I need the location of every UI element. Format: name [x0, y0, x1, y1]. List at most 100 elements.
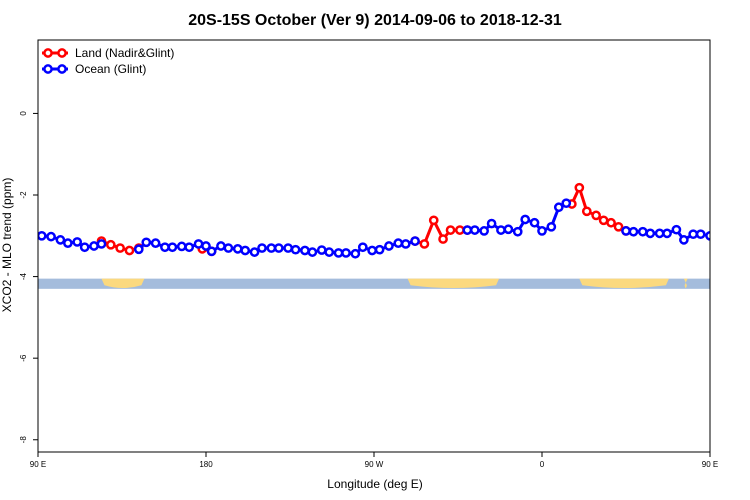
chart-title: 20S-15S October (Ver 9) 2014-09-06 to 20… [188, 12, 562, 29]
ocean-data-point [357, 242, 368, 253]
land-data-point [124, 245, 135, 256]
ocean-data-point [316, 245, 327, 255]
ocean-data-point [410, 236, 420, 246]
x-axis-label: Longitude (deg E) [327, 477, 422, 491]
legend-land-marker [43, 48, 53, 58]
land-data-point [445, 225, 456, 235]
legend-land-label: Land (Nadir&Glint) [75, 46, 174, 60]
ocean-data-point [384, 241, 394, 251]
y-tick-label: -8 [19, 436, 28, 444]
ocean-data-point [232, 244, 243, 254]
legend-ocean-marker [57, 64, 67, 74]
ocean-data-point [273, 243, 284, 253]
land-data-point [613, 221, 624, 232]
ocean-data-point [257, 243, 267, 253]
ocean-data-point [645, 228, 656, 239]
x-tick-label: 180 [199, 460, 213, 469]
ocean-data-point [63, 238, 73, 248]
ocean-data-point [561, 198, 572, 209]
ocean-data-point [341, 248, 351, 258]
legend-land-marker [57, 48, 67, 58]
ocean-data-point [503, 224, 514, 235]
ocean-data-point [512, 226, 523, 237]
x-tick-label: 90 E [702, 460, 718, 469]
land-data-point [105, 239, 116, 250]
y-tick-label: -2 [19, 191, 28, 199]
surface-band [38, 278, 710, 289]
ocean-data-point [400, 239, 411, 249]
y-tick-label: 0 [19, 111, 28, 116]
ocean-data-point [46, 231, 56, 242]
ocean-data-point [695, 229, 706, 240]
ocean-data-point [72, 237, 83, 247]
ocean-data-point [637, 226, 648, 237]
ocean-data-point [350, 248, 361, 259]
ocean-data-point [266, 243, 277, 253]
series-group [38, 182, 747, 259]
ocean-data-point [223, 243, 234, 253]
ocean-data-point [374, 244, 385, 255]
x-tick-label: 90 E [30, 460, 46, 469]
ocean-data-point [654, 228, 665, 239]
y-tick-label: -4 [19, 272, 28, 280]
legend: Land (Nadir&Glint) Ocean (Glint) [42, 46, 174, 76]
land-data-point [438, 234, 448, 244]
ocean-data-point [133, 244, 144, 255]
land-data-point [574, 182, 585, 193]
ocean-data-point [486, 218, 497, 229]
ocean-data-point [723, 239, 730, 246]
land-band [407, 278, 500, 289]
ocean-data-point [96, 239, 107, 249]
ocean-data-point [201, 241, 211, 251]
ocean-data-point [79, 242, 90, 253]
ocean-data-point [150, 238, 161, 248]
ocean-data-point [628, 226, 639, 237]
x-axis: 90 E 180 90 W 0 90 E [30, 452, 718, 469]
ocean-data-point [89, 241, 99, 251]
ocean-data-point [679, 235, 689, 245]
ocean-data-point [167, 242, 178, 253]
ocean-data-point [496, 225, 506, 235]
plot-area [37, 39, 747, 453]
ocean-data-point [740, 242, 747, 249]
ocean-data-point [160, 242, 170, 253]
ocean-data-point [184, 242, 195, 253]
land-data-point [419, 239, 430, 249]
ocean-data-point [553, 202, 564, 213]
ocean-data-point [671, 224, 682, 235]
ocean-data-point [662, 228, 672, 239]
ocean-data-point [367, 245, 377, 256]
ocean-data-point [290, 244, 301, 255]
ocean-data-point [688, 229, 699, 240]
ocean-data-point [206, 246, 217, 257]
land-data-point [115, 243, 125, 253]
y-tick-label: -6 [19, 354, 28, 362]
ocean-data-point [55, 235, 66, 245]
legend-ocean-label: Ocean (Glint) [75, 62, 146, 76]
ocean-data-point [462, 225, 473, 235]
ocean-data-point [38, 230, 47, 241]
ocean-data-point [283, 243, 293, 253]
ocean-data-point [469, 225, 480, 235]
land-data-point [591, 210, 601, 221]
ocean-data-point [537, 226, 547, 236]
land-data-point [606, 217, 616, 228]
land-data-point [581, 206, 592, 217]
ocean-data-point [176, 241, 187, 252]
ocean-band [38, 278, 710, 289]
land-data-point [455, 225, 465, 235]
x-tick-label: 0 [540, 460, 545, 469]
ocean-data-point [300, 245, 310, 256]
ocean-data-point [529, 217, 540, 228]
ocean-data-point [479, 226, 489, 236]
ocean-data-point [193, 239, 204, 249]
land-data-point [428, 215, 439, 226]
ocean-data-point [621, 226, 631, 236]
ocean-data-point [141, 237, 152, 248]
y-axis-label: XCO2 - MLO trend (ppm) [0, 178, 14, 313]
ocean-data-point [324, 247, 335, 257]
land-band [579, 278, 669, 289]
ocean-data-point [393, 238, 404, 248]
land-data-point [598, 215, 609, 226]
